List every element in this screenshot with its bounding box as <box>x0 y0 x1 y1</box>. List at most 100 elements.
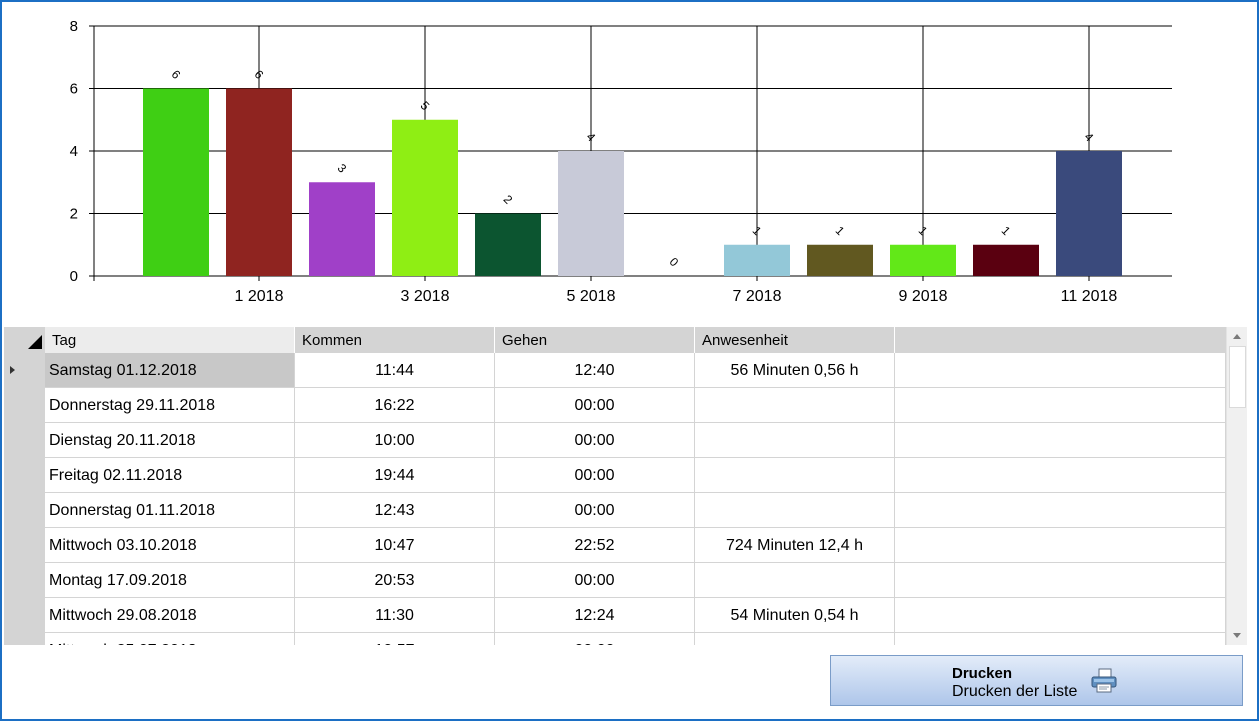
vertical-scrollbar[interactable] <box>1226 327 1247 645</box>
table-row[interactable]: Samstag 01.12.2018 11:44 12:40 56 Minuten 0… <box>4 353 1226 388</box>
cell-anwesenheit[interactable]: 56 Minuten 0,56 h <box>695 353 895 388</box>
row-header[interactable] <box>4 388 45 423</box>
cell-anwesenheit[interactable] <box>695 633 895 645</box>
chart-bar <box>807 244 873 276</box>
column-header-gehen[interactable]: Gehen <box>495 327 695 353</box>
cell-kommen[interactable]: 11:30 <box>295 598 495 633</box>
cell-kommen[interactable]: 11:44 <box>295 353 495 388</box>
row-header[interactable] <box>4 528 45 563</box>
column-header-anwesenheit[interactable]: Anwesenheit <box>695 327 895 353</box>
cell-tag[interactable]: Montag 17.09.2018 <box>45 563 295 598</box>
scroll-up-button[interactable] <box>1229 329 1246 345</box>
cell-filler[interactable] <box>895 458 1226 493</box>
x-tick-label: 7 2018 <box>733 288 782 305</box>
table-row[interactable]: Mittwoch 29.08.2018 11:30 12:24 54 Minuten … <box>4 598 1226 633</box>
cell-anwesenheit[interactable] <box>695 458 895 493</box>
cell-filler[interactable] <box>895 353 1226 388</box>
chart-bar <box>558 151 624 276</box>
row-header[interactable] <box>4 458 45 493</box>
table-row[interactable]: Donnerstag 01.11.2018 12:43 00:00 <box>4 493 1226 528</box>
chart-bar <box>392 119 458 276</box>
chart-bar <box>1056 151 1122 276</box>
row-header[interactable] <box>4 493 45 528</box>
bar-chart: 0 2 4 6 8 1 2018 3 2018 5 2018 7 2018 9 2018 1 1 2 0… <box>70 18 1172 305</box>
table-row[interactable]: Dienstag 20.11.2018 10:00 00:00 <box>4 423 1226 458</box>
chart-bar <box>475 213 541 276</box>
grid-header: Tag Kommen Gehen Anwesenheit <box>4 327 1247 353</box>
x-tick-label: 5 2018 <box>567 288 616 305</box>
bar-value-label: 3 <box>335 161 350 176</box>
cell-filler[interactable] <box>895 388 1226 423</box>
cell-kommen[interactable]: 10:57 <box>295 633 495 645</box>
row-header[interactable] <box>4 563 45 598</box>
bar-value-label: 2 <box>501 192 516 207</box>
cell-filler[interactable] <box>895 633 1226 645</box>
cell-gehen[interactable]: 00:00 <box>495 423 695 458</box>
cell-kommen[interactable]: 10:47 <box>295 528 495 563</box>
cell-tag[interactable]: Dienstag 20.11.2018 <box>45 423 295 458</box>
cell-gehen[interactable]: 00:00 <box>495 633 695 645</box>
column-header-kommen[interactable]: Kommen <box>295 327 495 353</box>
y-tick-label: 6 <box>70 81 78 98</box>
select-all-corner[interactable] <box>4 327 46 353</box>
cell-kommen[interactable]: 16:22 <box>295 388 495 423</box>
bar-value-label: 1 <box>833 223 848 238</box>
cell-filler[interactable] <box>895 563 1226 598</box>
cell-tag[interactable]: Mittwoch 25.07.2018 <box>45 633 295 645</box>
cell-kommen[interactable]: 12:43 <box>295 493 495 528</box>
bar-value-label: 0 <box>667 255 682 270</box>
cell-anwesenheit[interactable] <box>695 388 895 423</box>
chart-bar <box>226 88 292 276</box>
table-row[interactable]: Mittwoch 03.10.2018 10:47 22:52 724 Minuten… <box>4 528 1226 563</box>
cell-tag[interactable]: Mittwoch 29.08.2018 <box>45 598 295 633</box>
cell-gehen[interactable]: 00:00 <box>495 458 695 493</box>
print-list-button[interactable]: Drucken Drucken der Liste <box>830 655 1243 706</box>
cell-gehen[interactable]: 00:00 <box>495 563 695 598</box>
cell-filler[interactable] <box>895 598 1226 633</box>
y-tick-label: 2 <box>70 206 78 223</box>
print-button-subtitle: Drucken der Liste <box>952 683 1078 700</box>
attendance-grid[interactable]: Tag Kommen Gehen Anwesenheit Samstag 01.… <box>4 327 1247 645</box>
x-tick-label: 3 2018 <box>401 288 450 305</box>
cell-filler[interactable] <box>895 493 1226 528</box>
cell-filler[interactable] <box>895 528 1226 563</box>
cell-anwesenheit[interactable] <box>695 493 895 528</box>
row-header[interactable] <box>4 423 45 458</box>
table-row[interactable]: Montag 17.09.2018 20:53 00:00 <box>4 563 1226 598</box>
cell-kommen[interactable]: 20:53 <box>295 563 495 598</box>
row-header[interactable] <box>4 353 45 388</box>
cell-anwesenheit[interactable] <box>695 563 895 598</box>
cell-tag[interactable]: Donnerstag 29.11.2018 <box>45 388 295 423</box>
cell-gehen[interactable]: 22:52 <box>495 528 695 563</box>
x-tick-label: 9 2018 <box>899 288 948 305</box>
cell-gehen[interactable]: 00:00 <box>495 388 695 423</box>
y-tick-label: 8 <box>70 18 78 35</box>
print-button-title: Drucken <box>952 665 1013 682</box>
row-header[interactable] <box>4 633 45 645</box>
cell-gehen[interactable]: 12:40 <box>495 353 695 388</box>
chart-bar <box>973 244 1039 276</box>
cell-anwesenheit[interactable]: 54 Minuten 0,54 h <box>695 598 895 633</box>
cell-tag[interactable]: Mittwoch 03.10.2018 <box>45 528 295 563</box>
cell-tag[interactable]: Donnerstag 01.11.2018 <box>45 493 295 528</box>
cell-gehen[interactable]: 00:00 <box>495 493 695 528</box>
row-header[interactable] <box>4 598 45 633</box>
x-tick-label: 1 2018 <box>235 288 284 305</box>
scroll-thumb[interactable] <box>1229 346 1246 408</box>
column-header-tag[interactable]: Tag <box>45 327 295 353</box>
cell-gehen[interactable]: 12:24 <box>495 598 695 633</box>
cell-anwesenheit[interactable] <box>695 423 895 458</box>
cell-kommen[interactable]: 10:00 <box>295 423 495 458</box>
bar-value-label: 1 <box>999 223 1014 238</box>
cell-anwesenheit[interactable]: 724 Minuten 12,4 h <box>695 528 895 563</box>
scroll-down-button[interactable] <box>1229 627 1246 643</box>
cell-tag[interactable]: Freitag 02.11.2018 <box>45 458 295 493</box>
y-tick-label: 4 <box>70 143 78 160</box>
y-tick-label: 0 <box>70 268 78 285</box>
cell-tag[interactable]: Samstag 01.12.2018 <box>45 353 295 388</box>
cell-filler[interactable] <box>895 423 1226 458</box>
table-row[interactable]: Donnerstag 29.11.2018 16:22 00:00 <box>4 388 1226 423</box>
table-row[interactable]: Freitag 02.11.2018 19:44 00:00 <box>4 458 1226 493</box>
cell-kommen[interactable]: 19:44 <box>295 458 495 493</box>
